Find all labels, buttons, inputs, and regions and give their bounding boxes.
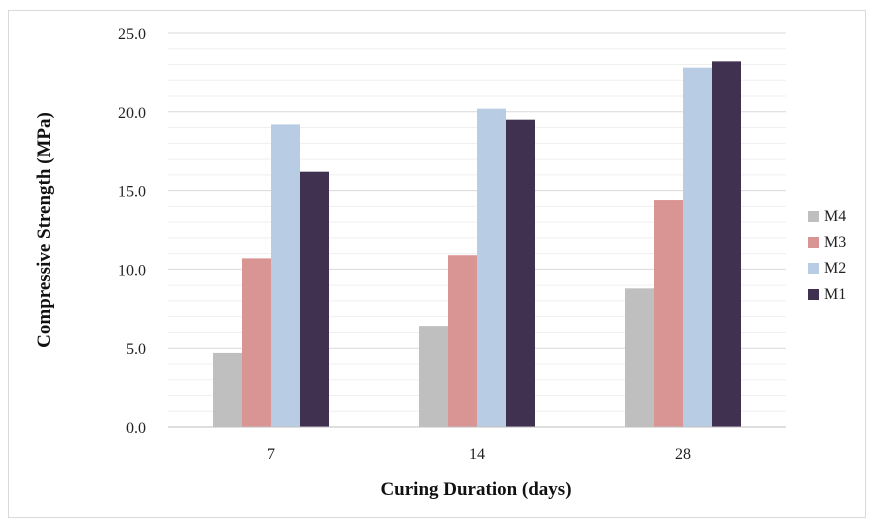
x-tick-label: 7 — [267, 446, 275, 463]
bar-m2-7 — [271, 124, 300, 428]
bar-m4-14 — [419, 326, 448, 427]
legend-label-m3: M3 — [824, 234, 846, 251]
bar-m3-28 — [654, 200, 683, 427]
x-axis-title: Curing Duration (days) — [380, 479, 571, 500]
y-tick-label: 15.0 — [118, 184, 146, 201]
legend-label-m2: M2 — [824, 260, 846, 277]
y-tick-label: 10.0 — [118, 262, 146, 279]
y-tick-label: 25.0 — [118, 26, 146, 43]
y-axis-title: Compressive Strength (MPa) — [34, 112, 55, 348]
bar-m1-14 — [506, 119, 535, 428]
legend-swatch-m1 — [808, 289, 819, 300]
bars — [213, 61, 741, 428]
legend-swatch-m2 — [808, 263, 819, 274]
bar-m1-7 — [300, 171, 329, 427]
y-tick-label: 0.0 — [126, 420, 146, 437]
legend-swatch-m3 — [808, 237, 819, 248]
bar-m3-7 — [242, 258, 271, 427]
y-tick-label: 5.0 — [126, 341, 146, 358]
bar-m3-14 — [448, 255, 477, 427]
bar-m2-28 — [683, 67, 712, 427]
y-tick-label: 20.0 — [118, 105, 146, 122]
x-tick-label: 14 — [469, 446, 485, 463]
legend: M4 M3 M2 M1 — [808, 208, 846, 303]
legend-label-m4: M4 — [824, 208, 846, 225]
x-tick-label: 28 — [675, 446, 691, 463]
bar-m1-28 — [712, 61, 741, 427]
y-tick-labels: 0.0 5.0 10.0 15.0 20.0 25.0 — [118, 26, 146, 437]
bar-m2-14 — [477, 108, 506, 427]
bar-m4-28 — [625, 288, 654, 427]
x-tick-labels: 7 14 28 — [267, 446, 691, 463]
bar-m4-7 — [213, 352, 242, 427]
legend-swatch-m4 — [808, 211, 819, 222]
legend-label-m1: M1 — [824, 286, 846, 303]
